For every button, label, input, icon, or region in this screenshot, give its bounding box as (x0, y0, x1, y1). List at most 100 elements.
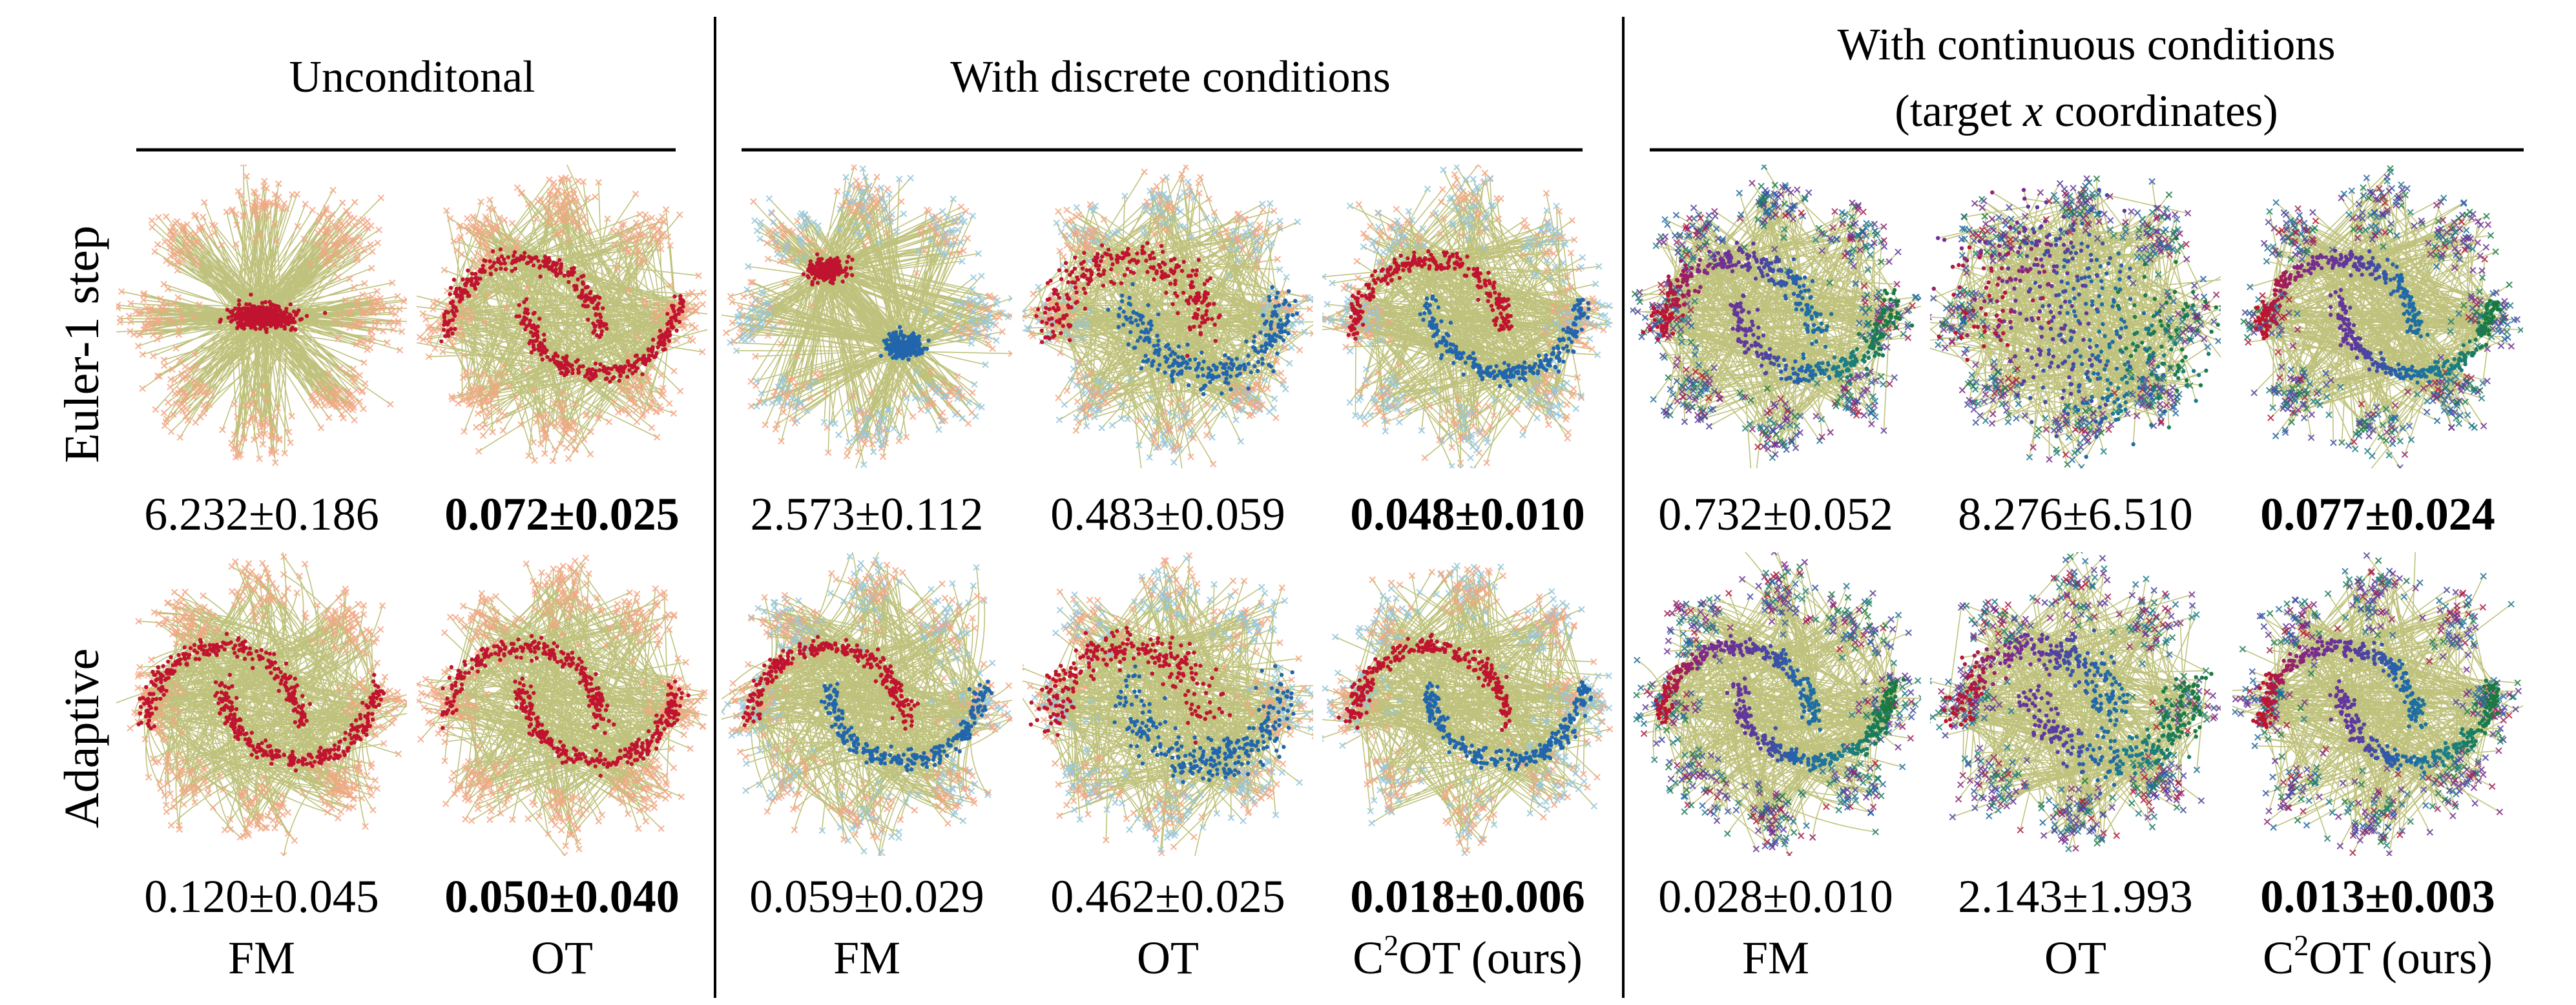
target-dot-markers (1838, 753, 1843, 758)
target-dot-markers (2008, 225, 2013, 230)
source-cross-markers (1671, 232, 1705, 421)
source-cross-markers (2033, 215, 2172, 439)
source-cross-markers (1984, 692, 2180, 709)
source-cross-markers (2069, 599, 2077, 606)
target-dot-markers (2385, 257, 2390, 262)
source-cross-markers (1661, 636, 1805, 840)
target-dot-markers (2270, 687, 2275, 692)
target-dot-markers (2116, 411, 2121, 416)
source-cross-markers (1665, 637, 1672, 645)
source-cross-markers (1845, 398, 1853, 406)
source-cross-markers (2174, 310, 2182, 318)
target-dot-markers (1847, 747, 1851, 751)
source-cross-markers (2289, 783, 2296, 791)
source-cross-markers (1641, 314, 1649, 321)
target-dot-markers (2480, 723, 2486, 728)
source-cross-markers (2360, 184, 2367, 191)
source-cross-markers (2358, 584, 2365, 591)
source-cross-markers (1981, 216, 2144, 419)
source-cross-markers (2289, 788, 2434, 836)
source-cross-markers (2385, 602, 2471, 802)
target-dot-markers (1808, 688, 1814, 723)
target-dot-markers (2345, 695, 2350, 730)
target-dot-markers (2055, 750, 2060, 754)
target-dot-markers (1942, 708, 1947, 712)
panel-adaptive-0 (116, 552, 407, 856)
source-cross-markers (2129, 775, 2136, 782)
source-cross-markers (2371, 693, 2481, 807)
source-cross-markers (2281, 233, 2484, 425)
target-dot-markers (2093, 654, 2114, 706)
target-dot-markers (2075, 654, 2081, 659)
target-dot-markers (2443, 360, 2448, 364)
source-cross-markers (2267, 229, 2298, 422)
source-cross-markers (1991, 794, 1999, 802)
source-cross-markers (2469, 701, 2486, 785)
source-cross-markers (1692, 368, 1699, 375)
source-cross-markers (2442, 242, 2449, 250)
source-cross-markers (1754, 216, 1761, 223)
source-cross-markers (1736, 189, 1743, 197)
source-cross-markers (2278, 753, 2285, 760)
target-dot-markers (2022, 196, 2027, 201)
target-dot-markers (2184, 383, 2189, 388)
target-dot-markers (2024, 254, 2030, 258)
source-cross-markers (2269, 243, 2495, 386)
source-cross-markers (2253, 683, 2360, 832)
source-cross-markers (2449, 787, 2460, 798)
target-dot-markers (1675, 681, 1679, 690)
target-dot-markers (1730, 641, 1736, 689)
source-cross-markers (1786, 204, 1794, 212)
target-dot-markers (2065, 281, 2070, 285)
target-dot-markers (2069, 334, 2128, 379)
source-cross-markers (2469, 771, 2477, 778)
source-cross-markers (1703, 619, 1880, 800)
target-dot-markers (2299, 273, 2303, 278)
target-dot-markers (2124, 745, 2133, 756)
source-cross-markers (1772, 211, 1780, 218)
target-dot-markers (2488, 693, 2493, 720)
source-cross-markers (1829, 619, 1875, 634)
target-dot-markers (1794, 276, 1815, 306)
source-cross-markers (2339, 574, 2455, 787)
source-cross-markers (2153, 698, 2194, 783)
source-cross-markers (2006, 791, 2013, 798)
target-dot-markers (1775, 749, 1780, 753)
target-dot-markers (2039, 639, 2044, 644)
source-cross-markers (1766, 602, 1773, 610)
source-cross-markers (1685, 247, 1873, 413)
source-cross-markers (1957, 781, 1964, 789)
target-dot-markers (1783, 276, 1795, 301)
target-dot-markers (2106, 729, 2110, 734)
source-cross-markers (2294, 200, 2363, 385)
source-cross-markers (1709, 624, 1718, 811)
source-cross-markers (1700, 332, 1866, 415)
target-dot-markers (2278, 283, 2283, 293)
source-cross-markers (2148, 619, 2201, 774)
source-cross-markers (1763, 787, 1879, 812)
source-cross-markers (1778, 573, 1889, 629)
source-cross-markers (1665, 245, 1689, 381)
source-cross-markers (2246, 309, 2406, 432)
target-dot-markers (1783, 294, 1787, 298)
source-cross-markers (2290, 613, 2297, 621)
target-dot-markers (2039, 632, 2070, 732)
target-dot-markers (2286, 663, 2291, 668)
source-cross-markers (2447, 424, 2455, 431)
source-cross-markers (2398, 679, 2501, 834)
target-dot-markers (1718, 251, 1730, 267)
source-cross-markers (1692, 596, 1806, 848)
source-cross-markers (1948, 337, 1955, 345)
source-cross-markers (1982, 608, 2015, 639)
source-cross-markers (2416, 619, 2464, 778)
source-cross-markers (1752, 781, 1762, 853)
source-cross-markers (2183, 255, 2190, 263)
source-cross-markers (1678, 776, 1731, 802)
source-cross-markers (1985, 185, 2068, 391)
target-dot-markers (2181, 369, 2201, 377)
source-cross-markers (2366, 256, 2464, 430)
target-dot-markers (1976, 666, 1986, 698)
target-dot-markers (1889, 307, 1894, 313)
source-cross-markers (2291, 249, 2311, 404)
source-cross-markers (1970, 782, 2153, 826)
